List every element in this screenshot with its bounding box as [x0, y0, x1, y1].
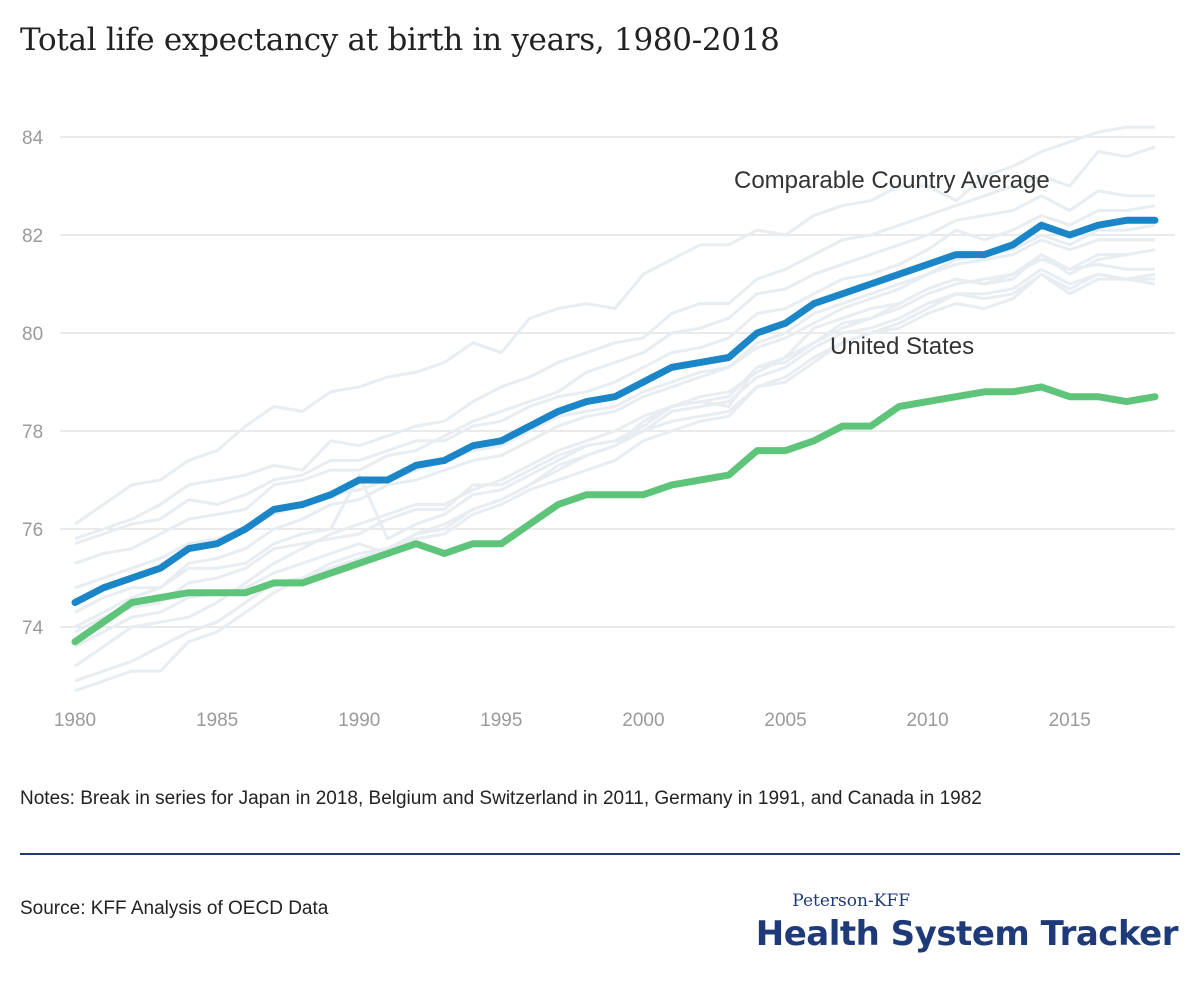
y-tick-label-76: 76 — [22, 520, 43, 541]
y-axis-ticks: 74 76 78 80 82 84 — [22, 128, 44, 639]
y-tick-label-80: 80 — [22, 324, 43, 345]
brand-logo: Health System Tracker — [755, 914, 1179, 954]
x-tick-label-1990: 1990 — [338, 710, 380, 731]
x-tick-label-1985: 1985 — [196, 710, 238, 731]
country-line-9 — [74, 258, 1155, 668]
country-line-12 — [74, 267, 1155, 629]
x-tick-label-2010: 2010 — [906, 710, 948, 731]
x-tick-label-2015: 2015 — [1049, 710, 1091, 731]
country-line-10 — [74, 272, 1156, 683]
country-line-1 — [74, 125, 1155, 526]
y-tick-label-84: 84 — [22, 128, 44, 149]
comparable-country-lines — [74, 125, 1156, 693]
x-tick-label-2000: 2000 — [622, 710, 664, 731]
line-chart: 74 76 78 80 82 84 1980 1985 1990 1995 2000 2005 201… — [22, 125, 1175, 731]
divider — [20, 853, 1180, 855]
chart-notes: Notes: Break in series for Japan in 2018… — [20, 788, 982, 809]
y-tick-label-74: 74 — [22, 618, 44, 639]
chart-title: Total life expectancy at birth in years,… — [20, 22, 780, 58]
y-tick-label-78: 78 — [22, 422, 43, 443]
country-line-11 — [74, 272, 1156, 693]
series-line-united-states — [71, 383, 1159, 646]
y-tick-label-82: 82 — [22, 226, 43, 247]
series-line-comparable-country-average — [71, 216, 1159, 606]
x-tick-label-2005: 2005 — [764, 710, 806, 731]
annotation-united-states: United States — [830, 333, 974, 360]
x-axis-ticks: 1980 1985 1990 1995 2000 2005 2010 2015 — [54, 710, 1091, 731]
highlight-lines — [71, 216, 1159, 646]
country-line-2 — [74, 145, 1156, 541]
brand-name-small: Peterson-KFF — [792, 891, 910, 911]
country-line-3 — [74, 189, 1155, 565]
chart-source: Source: KFF Analysis of OECD Data — [20, 898, 329, 919]
country-line-4 — [74, 204, 1156, 546]
x-tick-label-1995: 1995 — [480, 710, 522, 731]
x-tick-label-1980: 1980 — [54, 710, 96, 731]
annotation-comparable-country-average: Comparable Country Average — [734, 167, 1050, 194]
country-line-6 — [74, 238, 1155, 614]
